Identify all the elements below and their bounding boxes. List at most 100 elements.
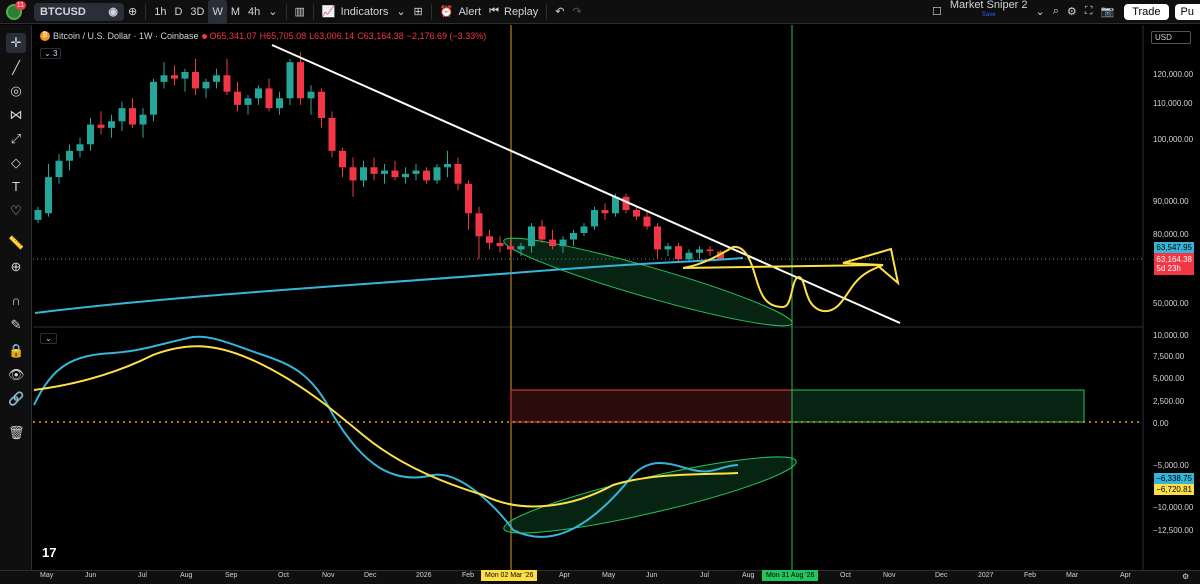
replay-icon: ⏮ [489,5,499,17]
crosshair-icon[interactable]: ✛ [6,33,26,53]
alert-button[interactable]: ⏰ Alert [436,0,485,24]
time-tick-label: Aug [180,572,193,579]
candle-body [402,173,409,178]
candle-body [528,226,535,247]
last-price-label: 63,164.38 5d 23h [1154,253,1194,275]
undo-icon[interactable]: ↶ [555,6,565,18]
oscillator-collapse-toggle[interactable]: ⌄ [40,333,57,344]
timeframe-1h[interactable]: 1h [154,5,167,18]
osc-yellow-label: −6,720.81 [1154,484,1194,495]
timeframe-dropdown-icon[interactable]: ⌄ [268,6,278,18]
layout-name-button[interactable]: Market Sniper 2 Save [946,0,1032,24]
indicators-dropdown-icon[interactable]: ⌄ [396,6,406,18]
lock-icon[interactable]: 🔒 [8,343,25,358]
time-tick-label: Jun [646,572,658,579]
trash-icon[interactable]: 🗑 [8,425,25,440]
indicators-label: Indicators [340,5,389,18]
camera-snapshot-icon[interactable]: 📷 [1100,6,1115,18]
compare-symbol-icon[interactable]: ⊕ [128,6,138,18]
candle-body [360,167,367,181]
candle-body [706,249,714,252]
oscillator-blue-line [33,335,739,538]
fullscreen-icon[interactable]: ⛶ [1084,5,1093,17]
timeframe-d[interactable]: D [174,5,183,18]
replay-button[interactable]: ⏮ Replay [485,0,542,24]
indicator-templates-icon[interactable]: ⊞ [413,6,423,18]
time-tick-label: Mar [1066,572,1079,579]
oscillator-tick-label: 0.00 [1153,419,1169,428]
candle-body [76,144,84,151]
notification-count: 11 [14,0,26,10]
lock-drawing-icon[interactable]: ✎ [10,317,22,332]
candle-body [633,210,640,217]
divider [430,3,432,20]
candle-body [45,177,52,214]
divider [312,3,314,20]
profile-avatar[interactable]: 11 [6,0,26,20]
shape-icon[interactable]: ◇ [11,155,21,170]
symbol-settings-icon[interactable]: ◉ [108,6,118,18]
timeframe-w[interactable]: W [208,0,227,24]
candle-body [202,81,210,89]
candle-body [412,170,420,174]
candle-body [685,252,693,260]
oscillator-tick-label: 7,500.00 [1153,352,1185,361]
price-tick-label: 120,000.00 [1153,70,1194,79]
moving-average-line [34,257,744,314]
time-tick-label: 2026 [416,572,432,579]
indicators-button[interactable]: 📈 Indicators [318,0,392,24]
time-tick-label: 2027 [978,572,994,579]
symbol-search[interactable]: BTCUSD ◉ [34,2,124,21]
timeframe-4h[interactable]: 4h [248,5,261,18]
trade-button[interactable]: Trade [1124,3,1169,20]
candle-body [129,108,136,125]
forecast-icon[interactable]: ⤢ [10,131,22,146]
time-tick-label: May [40,572,54,579]
candle-body [465,183,472,214]
layout-dropdown-icon[interactable]: ⌄ [1035,6,1045,18]
candle-body [181,72,189,79]
time-axis-settings-icon[interactable]: ⚙ [1182,572,1190,581]
currency-selector[interactable]: USD [1151,31,1191,44]
fib-spiral-icon[interactable]: ◎ [10,83,22,98]
candle-body [160,75,168,82]
chart-type-icon[interactable]: ▥ [294,6,305,18]
pattern-icon[interactable]: ⋈ [9,107,23,122]
text-tool-icon[interactable]: T [12,179,20,194]
quick-search-icon[interactable]: ⌕ [1052,5,1059,17]
chart-area[interactable] [33,25,1200,570]
time-tick-label: Feb [462,572,475,579]
timeframe-m[interactable]: M [230,5,241,18]
time-tick-label: Nov [322,572,335,579]
link-icon[interactable]: 🔗 [8,391,25,406]
price-tick-label: 50,000.00 [1153,299,1189,308]
indicator-count-toggle[interactable]: ⌄ 3 [40,48,62,59]
candle-body [87,124,94,145]
time-tick-label: Jul [700,572,709,579]
time-axis[interactable] [0,570,1200,584]
candle-body [559,239,567,247]
time-tick-label: Nov [883,572,896,579]
tradingview-logo: 17 [42,545,57,560]
heart-icon[interactable]: ♡ [10,203,22,218]
eye-icon[interactable]: 👁 [8,367,25,382]
magnet-icon[interactable]: ∩ [11,293,21,308]
zoom-icon[interactable]: ⊕ [10,259,22,274]
candle-body [433,167,441,181]
trend-line-icon[interactable]: ╱ [12,60,20,75]
candle-body [517,246,525,250]
ruler-icon[interactable]: 📏 [8,235,25,250]
redo-icon[interactable]: ↷ [572,6,582,18]
layout-checkbox-icon[interactable]: ☐ [932,6,942,18]
price-ellipse-zone [503,237,793,327]
time-tick-label: May [602,572,616,579]
ma-price-label: 63,547.95 [1154,242,1194,253]
candle-body [139,114,147,125]
time-tick-label: Jul [138,572,147,579]
candle-body [486,236,493,243]
time-tick-label: Aug [742,572,755,579]
settings-gear-icon[interactable]: ⚙ [1066,6,1077,18]
publish-button[interactable]: Pu [1174,3,1200,20]
candle-body [475,213,483,237]
timeframe-3d[interactable]: 3D [190,5,205,18]
